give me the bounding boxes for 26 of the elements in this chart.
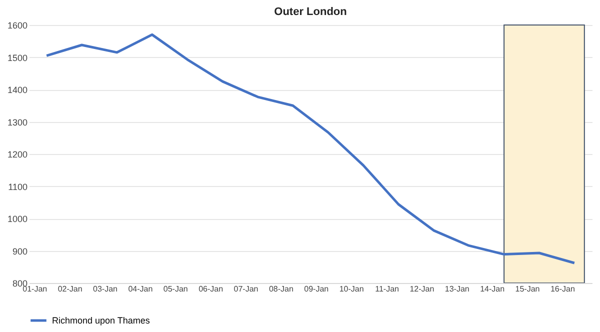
x-tick-label: 10-Jan: [339, 284, 364, 294]
y-tick-label: 1400: [7, 85, 28, 95]
line-series: [45, 33, 576, 264]
y-tick-label: 900: [12, 246, 28, 256]
x-tick-label: 12-Jan: [410, 284, 434, 294]
x-tick-label: 08-Jan: [268, 284, 294, 294]
x-tick-label: 16-Jan: [550, 284, 575, 294]
x-tick-label: 06-Jan: [198, 284, 224, 294]
chart-title: Outer London: [274, 6, 348, 18]
x-tick-label: 13-Jan: [444, 284, 470, 294]
x-tick-label: 11-Jan: [375, 284, 399, 294]
x-tick-label: 03-Jan: [93, 284, 118, 294]
x-tick-label: 14-Jan: [480, 284, 505, 294]
y-tick-label: 1100: [8, 182, 28, 192]
x-tick-label: 05-Jan: [163, 284, 188, 294]
legend-label: Richmond upon Thames: [52, 316, 150, 326]
y-tick-label: 1600: [7, 20, 28, 30]
x-tick-label: 02-Jan: [58, 284, 82, 294]
x-tick-label: 04-Jan: [128, 284, 153, 294]
y-tick-label: 1200: [7, 150, 28, 160]
x-tick-label: 09-Jan: [304, 284, 329, 294]
y-tick-label: 1500: [7, 52, 28, 63]
x-tick-label: 15-Jan: [515, 284, 540, 294]
y-tick-label: 1300: [7, 117, 28, 128]
x-tick-label: 07-Jan: [234, 284, 258, 294]
y-tick-label: 1000: [7, 214, 28, 224]
